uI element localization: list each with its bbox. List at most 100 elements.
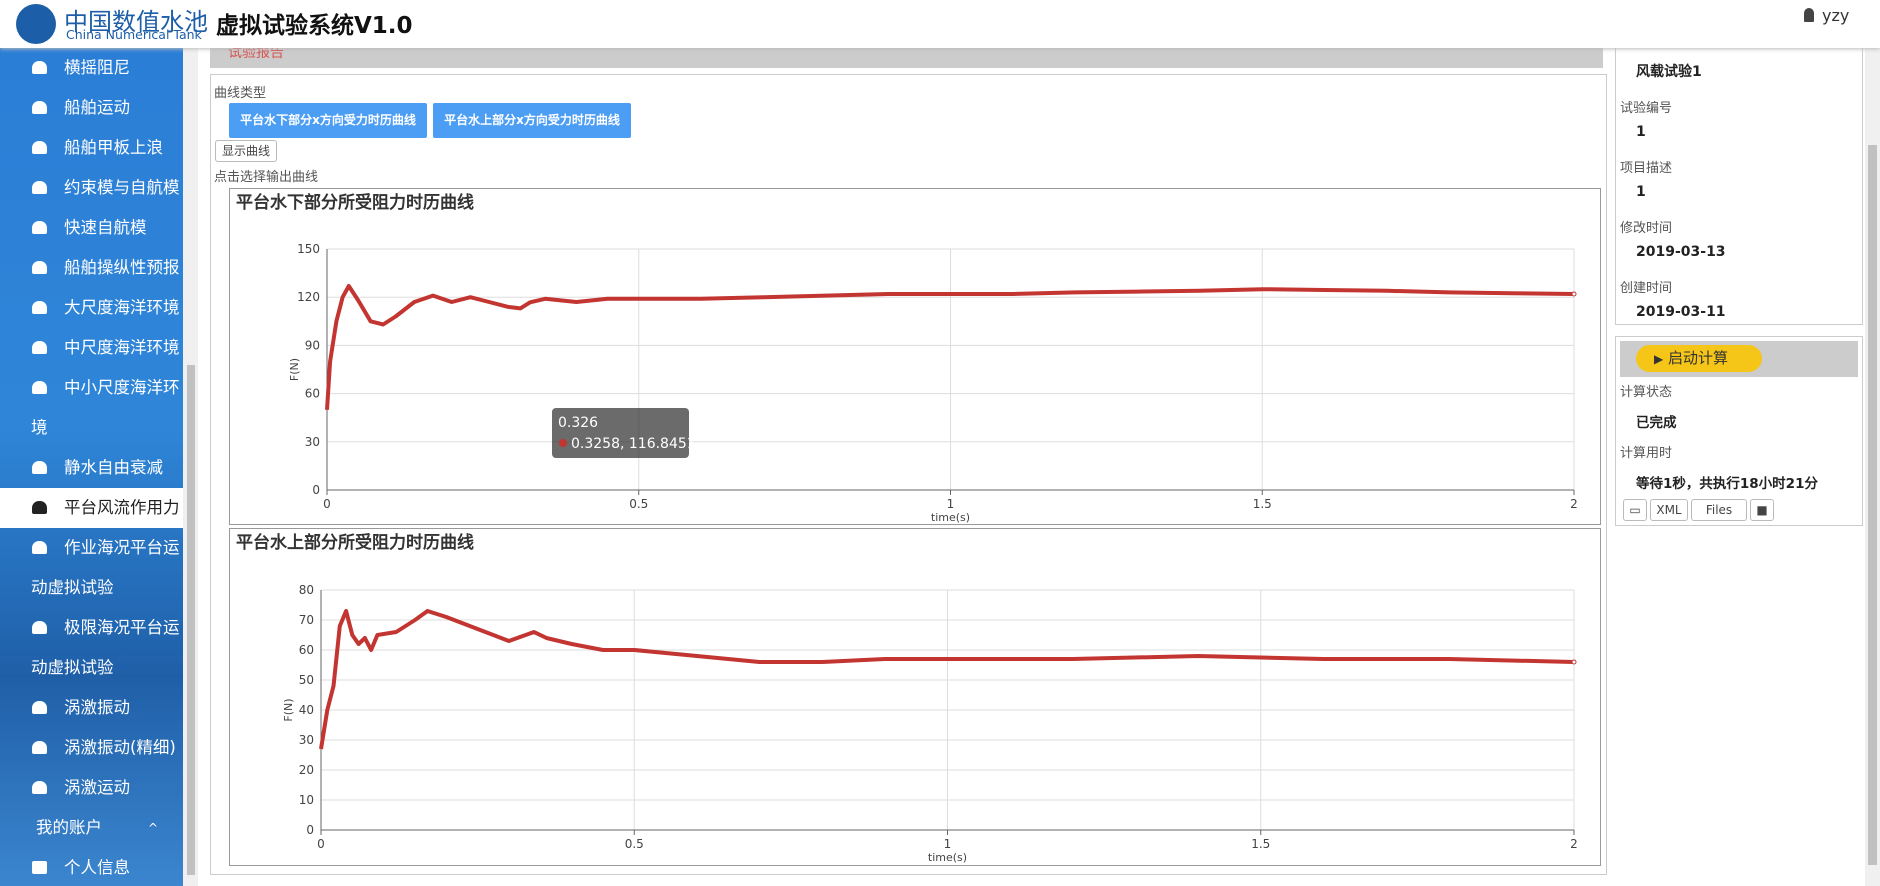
sidebar: 横摇阻尼 船舶运动 船舶甲板上浪约束模与自航模 快速自航模船舶操纵性预报 大尺度海洋环境… bbox=[0, 48, 183, 886]
nav-item[interactable]: 个人信息 bbox=[0, 848, 183, 886]
start-label: 启动计算 bbox=[1668, 349, 1729, 367]
nav-item[interactable]: 快速自航模 bbox=[0, 208, 183, 248]
field-label: 创建时间 bbox=[1620, 281, 1673, 296]
scroll-thumb[interactable] bbox=[187, 365, 195, 875]
user-name[interactable]: yzy bbox=[1822, 6, 1850, 25]
nav-item[interactable]: 涡激运动 bbox=[0, 768, 183, 808]
nav-item[interactable]: 中小尺度海洋环境 bbox=[0, 368, 183, 448]
y-tick-label: 70 bbox=[299, 613, 314, 627]
chart-title: 平台水下部分所受阻力时历曲线 bbox=[236, 192, 474, 213]
y-tick-label: 20 bbox=[299, 763, 314, 777]
x-tick-label: 0.5 bbox=[629, 497, 648, 511]
x-axis-label: time(s) bbox=[928, 851, 967, 864]
nav-item[interactable]: 船舶运动 bbox=[0, 88, 183, 128]
logo-en: China Numerical Tank bbox=[66, 27, 202, 42]
nav-item[interactable]: 船舶甲板上浪 bbox=[0, 128, 183, 168]
nav-item[interactable]: 涡激振动 bbox=[0, 688, 183, 728]
nav-label: 中小尺度海洋环境 bbox=[31, 378, 180, 437]
main-panel bbox=[210, 74, 1607, 875]
x-tick-label: 1.5 bbox=[1251, 837, 1270, 851]
nav-item[interactable]: 极限海况平台运动虚拟试验 bbox=[0, 608, 183, 688]
nav-group[interactable]: 我的账户 ^ bbox=[0, 808, 170, 848]
nav-item[interactable]: 平台风流作用力 bbox=[0, 488, 183, 528]
nav-item[interactable]: 中尺度海洋环境 bbox=[0, 328, 183, 368]
x-tick-label: 0 bbox=[317, 837, 325, 851]
field-label: 计算用时 bbox=[1620, 446, 1673, 461]
tooltip bbox=[552, 408, 689, 458]
compute-panel: ▶ 启动计算 计算状态 已完成 计算用时 等待1秒，共执行18小时21分 ▭ XML … bbox=[1615, 336, 1863, 526]
nav-icon bbox=[32, 621, 47, 634]
nav-icon bbox=[32, 101, 47, 114]
stop-button[interactable]: ■ bbox=[1750, 499, 1774, 521]
nav-icon bbox=[32, 461, 47, 474]
nav-icon bbox=[32, 221, 47, 234]
tooltip-title: 0.326 bbox=[558, 415, 598, 431]
nav-label: 约束模与自航模 bbox=[64, 178, 180, 197]
nav-item[interactable]: 作业海况平台运动虚拟试验 bbox=[0, 528, 183, 608]
nav-item[interactable]: 船舶操纵性预报 bbox=[0, 248, 183, 288]
chart-title: 平台水上部分所受阻力时历曲线 bbox=[236, 532, 474, 553]
nav-item[interactable]: 横摇阻尼 bbox=[0, 48, 183, 88]
curve-button[interactable]: 平台水上部分x方向受力时历曲线 bbox=[433, 103, 631, 138]
y-tick-label: 10 bbox=[299, 793, 314, 807]
y-tick-label: 50 bbox=[299, 673, 314, 687]
y-tick-label: 40 bbox=[299, 703, 314, 717]
x-tick-label: 1 bbox=[944, 837, 952, 851]
nav-icon bbox=[32, 501, 47, 514]
curve-button[interactable]: 平台水下部分x方向受力时历曲线 bbox=[229, 103, 427, 138]
y-tick-label: 150 bbox=[297, 242, 320, 256]
nav-icon bbox=[32, 61, 47, 74]
show-button[interactable]: 显示曲线 bbox=[215, 140, 277, 162]
files-button[interactable]: Files bbox=[1691, 499, 1747, 521]
nav-label: 快速自航模 bbox=[64, 218, 147, 237]
nav-label: 中尺度海洋环境 bbox=[64, 338, 180, 357]
nav-item[interactable]: 大尺度海洋环境 bbox=[0, 288, 183, 328]
nav-item[interactable]: 静水自由衰减 bbox=[0, 448, 183, 488]
data-line bbox=[325, 284, 1575, 410]
y-axis-label: F(N) bbox=[288, 358, 301, 381]
field-value: 1 bbox=[1636, 124, 1646, 140]
nav-icon bbox=[32, 301, 47, 314]
scroll-thumb[interactable] bbox=[1868, 145, 1877, 865]
y-tick-label: 0 bbox=[306, 823, 314, 837]
nav-icon bbox=[32, 701, 47, 714]
y-tick-label: 0 bbox=[312, 483, 320, 497]
field-value: 等待1秒，共执行18小时21分 bbox=[1636, 476, 1818, 492]
test-name: 风载试验1 bbox=[1636, 64, 1702, 80]
user-icon bbox=[1804, 8, 1814, 22]
y-tick-label: 90 bbox=[305, 338, 320, 352]
nav-icon bbox=[32, 381, 47, 394]
field-label: 项目描述 bbox=[1620, 161, 1673, 176]
data-line bbox=[319, 609, 1575, 750]
logo-icon bbox=[16, 4, 56, 44]
y-axis-label: F(N) bbox=[282, 698, 295, 721]
start-button[interactable]: ▶ 启动计算 bbox=[1636, 345, 1762, 372]
x-tick-label: 2 bbox=[1570, 497, 1578, 511]
nav-label: 涡激振动 bbox=[64, 698, 130, 717]
nav-icon bbox=[32, 141, 47, 154]
monitor-button[interactable]: ▭ bbox=[1623, 499, 1647, 521]
x-tick-label: 2 bbox=[1570, 837, 1578, 851]
report-bar: 试验报告 bbox=[210, 45, 1603, 68]
curve-type-label: 曲线类型 bbox=[214, 86, 267, 101]
x-tick-label: 1 bbox=[947, 497, 955, 511]
nav-item[interactable]: 涡激振动(精细) bbox=[0, 728, 183, 768]
nav-label: 个人信息 bbox=[64, 858, 130, 877]
end-point bbox=[1571, 291, 1577, 297]
end-point bbox=[1571, 659, 1577, 665]
field-value: 已完成 bbox=[1636, 415, 1677, 431]
y-tick-label: 80 bbox=[299, 583, 314, 597]
xml-button[interactable]: XML bbox=[1650, 499, 1688, 521]
field-value: 2019-03-13 bbox=[1636, 244, 1726, 260]
nav-item[interactable]: 约束模与自航模 bbox=[0, 168, 183, 208]
x-tick-label: 0 bbox=[323, 497, 331, 511]
field-label: 修改时间 bbox=[1620, 221, 1673, 236]
header: 中国数值水池 China Numerical Tank 虚拟试验系统V1.0 y… bbox=[0, 0, 1880, 48]
y-tick-label: 60 bbox=[305, 387, 320, 401]
y-tick-label: 60 bbox=[299, 643, 314, 657]
report-link[interactable]: 试验报告 bbox=[228, 45, 284, 61]
hint: 点击选择输出曲线 bbox=[214, 170, 319, 185]
nav-icon bbox=[32, 261, 47, 274]
nav-label: 平台风流作用力 bbox=[64, 498, 180, 517]
logo-cn: 中国数值水池 bbox=[64, 8, 208, 36]
